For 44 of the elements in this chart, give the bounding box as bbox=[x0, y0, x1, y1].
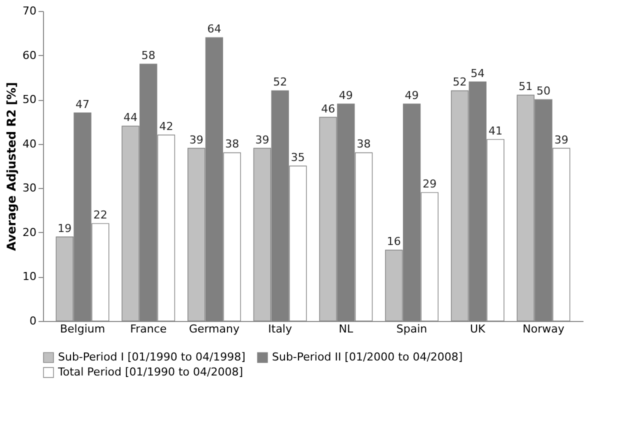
data-label: 49 bbox=[338, 89, 353, 102]
data-label: 38 bbox=[225, 138, 240, 151]
data-label: 64 bbox=[207, 22, 222, 36]
y-tick-label: 20 bbox=[22, 226, 36, 239]
data-label: 52 bbox=[452, 76, 467, 89]
data-label: 54 bbox=[470, 66, 485, 80]
data-label: 29 bbox=[422, 178, 437, 191]
x-tick-label: UK bbox=[470, 322, 486, 336]
data-label: 49 bbox=[404, 89, 419, 102]
x-tick-label: France bbox=[130, 322, 167, 336]
data-label: 39 bbox=[255, 133, 270, 146]
data-label: 44 bbox=[124, 111, 138, 124]
data-label: 19 bbox=[58, 222, 72, 235]
data-label: 52 bbox=[273, 76, 288, 89]
y-tick-label: 40 bbox=[22, 137, 36, 150]
data-label: 41 bbox=[488, 124, 502, 138]
legend-label: Total Period [01/1990 to 04/2008] bbox=[57, 366, 243, 378]
x-tick-label: NL bbox=[338, 322, 354, 336]
y-tick-label: 70 bbox=[22, 4, 36, 18]
y-tick-label: 50 bbox=[22, 93, 36, 106]
data-label: 46 bbox=[321, 102, 336, 116]
data-label: 58 bbox=[141, 49, 156, 62]
data-label: 47 bbox=[76, 98, 90, 111]
x-tick-label: Italy bbox=[268, 322, 292, 336]
data-label: 42 bbox=[159, 120, 174, 133]
x-tick-label: Germany bbox=[188, 322, 240, 336]
data-label: 50 bbox=[536, 84, 550, 98]
legend-label: Sub-Period I [01/1990 to 04/1998] bbox=[58, 350, 246, 364]
legend-label: Sub-Period II [01/2000 to 04/2008] bbox=[272, 350, 463, 364]
y-tick-label: 0 bbox=[30, 314, 36, 328]
data-label: 39 bbox=[554, 133, 568, 146]
data-label: 39 bbox=[189, 133, 204, 146]
y-tick-label: 30 bbox=[22, 182, 36, 195]
x-tick-label: Norway bbox=[522, 322, 565, 336]
x-tick-label: Belgium bbox=[60, 322, 106, 336]
data-label: 51 bbox=[518, 80, 533, 94]
x-tick-label: Spain bbox=[396, 322, 428, 336]
data-label: 16 bbox=[386, 235, 401, 248]
data-label: 22 bbox=[93, 208, 108, 222]
y-axis-title: Average Adjusted R2 [%] bbox=[4, 82, 19, 251]
y-tick-label: 60 bbox=[22, 48, 36, 62]
data-label: 38 bbox=[356, 138, 371, 151]
data-label: 35 bbox=[290, 151, 305, 164]
y-tick-label: 10 bbox=[22, 270, 36, 284]
